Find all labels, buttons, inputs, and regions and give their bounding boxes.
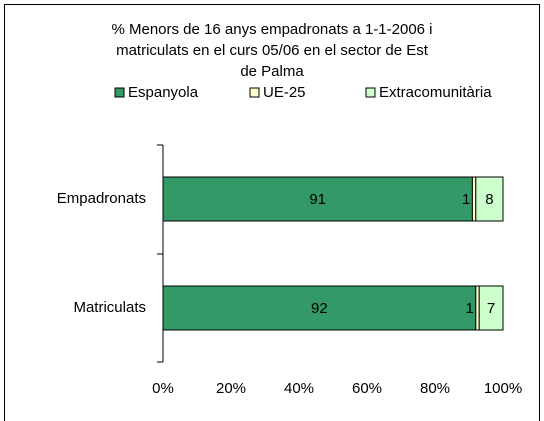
legend-swatch [114,87,125,98]
bar-segment [162,176,473,222]
legend-swatch [365,87,376,98]
legend-swatch [249,87,260,98]
data-label: 1 [465,300,473,317]
y-tick-label: Matriculats [73,299,146,316]
x-tick-label: 60% [352,380,382,397]
legend-label: UE-25 [263,84,306,101]
bar-segment [478,285,504,331]
legend-label: Espanyola [128,84,199,101]
bar-segment [162,285,477,331]
chart-title: % Menors de 16 anys empadronats a 1-1-20… [111,21,432,80]
bar-segment [475,176,504,222]
bar-segment [471,176,477,222]
x-tick-label: 20% [216,380,246,397]
x-tick-label: 80% [420,380,450,397]
bar-segment [475,285,480,331]
x-tick-label: 0% [152,380,174,397]
data-label: 7 [487,300,495,317]
x-tick-label: 40% [284,380,314,397]
data-label: 1 [462,191,470,208]
x-tick-label: 100% [484,380,522,397]
data-label: 92 [311,300,328,317]
data-label: 8 [485,191,493,208]
data-label: 91 [309,191,326,208]
legend-label: Extracomunitària [379,84,492,101]
y-tick-label: Empadronats [57,190,146,207]
